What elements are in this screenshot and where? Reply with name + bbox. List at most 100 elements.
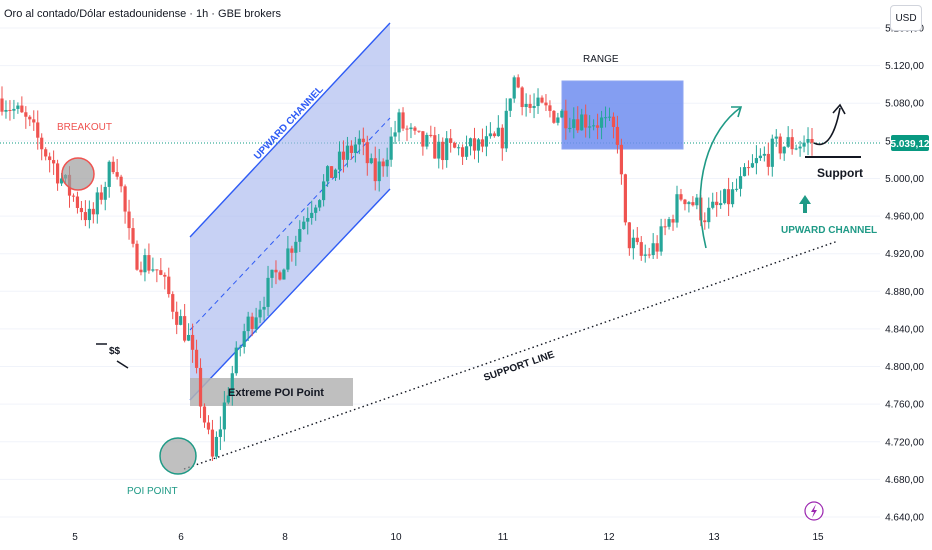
candle-body <box>421 131 425 147</box>
candle-body <box>703 220 707 223</box>
candle-body <box>425 134 429 147</box>
candle-body <box>488 133 492 137</box>
y-tick-label: 4.920,00 <box>885 249 924 260</box>
candle-body <box>691 202 695 206</box>
candle-body <box>127 211 131 229</box>
candle-body <box>290 248 294 253</box>
candle-body <box>274 269 278 273</box>
candle-body <box>584 114 588 128</box>
candle-body <box>711 201 715 208</box>
candle-body <box>377 161 381 182</box>
candle-body <box>464 146 469 157</box>
lightning-icon[interactable] <box>804 501 824 521</box>
candle-body <box>246 316 250 332</box>
candle-body <box>750 163 755 168</box>
y-tick-label: 4.720,00 <box>885 437 924 448</box>
candle-body <box>615 126 620 145</box>
candle-body <box>552 110 556 123</box>
candle-body <box>754 158 759 164</box>
candle-body <box>738 176 743 189</box>
candle-body <box>238 346 242 348</box>
candle-body <box>179 316 183 325</box>
candle-body <box>171 294 175 312</box>
candle-body <box>635 237 639 243</box>
candle-body <box>107 161 111 187</box>
candle-body <box>226 395 230 403</box>
y-tick-label: 4.680,00 <box>885 475 924 486</box>
candle-body <box>556 117 560 123</box>
candle-body <box>727 189 731 205</box>
y-tick-label: 4.760,00 <box>885 400 924 411</box>
extreme-poi-label: Extreme POI Point <box>228 387 324 399</box>
candle-body <box>147 255 151 271</box>
candle-body <box>258 309 262 318</box>
candle-body <box>190 334 195 350</box>
candle-body <box>500 127 504 149</box>
x-tick-label: 12 <box>603 532 615 543</box>
candle-body <box>715 201 719 206</box>
candle-body <box>24 112 28 117</box>
candle-body <box>810 139 814 143</box>
candle-body <box>671 219 675 223</box>
currency-button[interactable]: USD <box>890 5 922 31</box>
candle-body <box>734 188 739 190</box>
candle-body <box>234 347 238 374</box>
candle-body <box>365 142 369 164</box>
candle-body <box>357 138 361 145</box>
candle-body <box>298 229 302 242</box>
candle-body <box>175 311 179 325</box>
candle-body <box>588 126 592 128</box>
candle-body <box>87 208 91 221</box>
candle-body <box>52 160 56 164</box>
breakout-circle <box>61 157 95 191</box>
candle-body <box>595 125 600 128</box>
candle-body <box>607 116 612 118</box>
breakout-label: BREAKOUT <box>57 122 112 133</box>
y-tick-label: 4.960,00 <box>885 212 924 223</box>
candle-body <box>655 243 659 252</box>
candle-body <box>325 166 330 182</box>
candle-body <box>667 219 671 227</box>
candle-body <box>453 142 457 148</box>
candle-body <box>592 125 596 127</box>
candle-body <box>437 141 441 159</box>
candle-body <box>159 270 163 275</box>
poi-circle <box>159 437 197 475</box>
candle-body <box>198 367 203 407</box>
candle-body <box>119 176 123 187</box>
price-axis[interactable]: 5.160,005.120,005.080,005.040,005.000,00… <box>885 24 924 524</box>
candle-body <box>651 243 655 256</box>
candle-body <box>405 128 409 130</box>
candle-body <box>111 161 115 173</box>
candle-body <box>790 137 794 150</box>
candle-body <box>131 228 135 244</box>
candle-body <box>75 196 80 208</box>
candle-body <box>758 155 762 159</box>
candle-body <box>282 269 286 280</box>
candle-body <box>353 144 357 153</box>
y-tick-label: 4.800,00 <box>885 362 924 373</box>
candle-body <box>333 169 338 178</box>
candle-body <box>143 255 147 273</box>
candle-body <box>32 119 36 123</box>
candle-body <box>59 178 64 184</box>
candle-body <box>449 138 453 143</box>
candle-body <box>730 189 735 205</box>
candle-body <box>460 147 465 157</box>
candles <box>0 74 814 461</box>
candle-body <box>254 317 258 329</box>
support-line <box>183 240 839 470</box>
candle-body <box>540 97 544 103</box>
candle-body <box>484 136 489 147</box>
candle-body <box>417 130 421 132</box>
candle-body <box>0 98 4 112</box>
candle-body <box>135 243 139 270</box>
candle-body <box>79 207 84 213</box>
candle-body <box>286 248 290 270</box>
upward-channel-zone <box>190 23 390 400</box>
candle-body <box>16 105 20 109</box>
candle-body <box>675 194 679 223</box>
candle-body <box>548 105 552 111</box>
time-axis[interactable]: 5 6 8 10 11 12 13 15 <box>72 532 824 543</box>
